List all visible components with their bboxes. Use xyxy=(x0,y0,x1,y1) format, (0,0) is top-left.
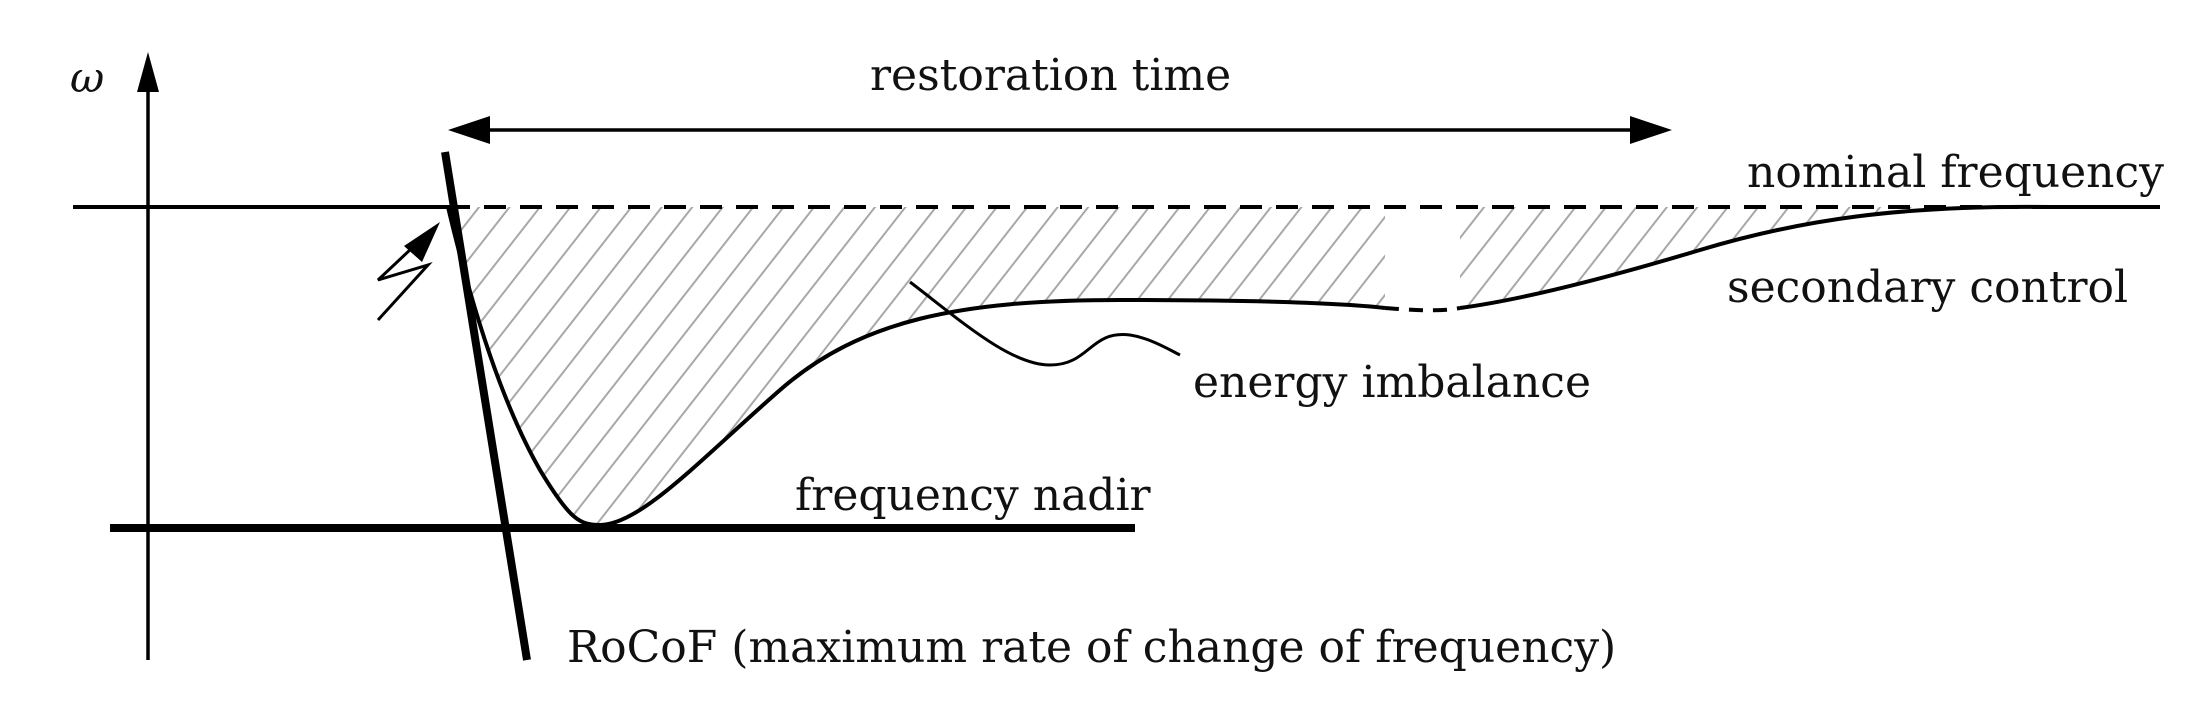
disturbance-lightning-icon xyxy=(376,246,433,322)
secondary-control-curve xyxy=(1459,204,2120,310)
energy-imbalance-area xyxy=(448,206,2120,525)
label-nominal-frequency: nominal frequency xyxy=(1747,147,2164,198)
label-energy-imbalance: energy imbalance xyxy=(1193,357,1591,408)
label-frequency-nadir: frequency nadir xyxy=(795,470,1152,521)
disturbance-arrowhead-icon xyxy=(404,222,440,262)
frequency-response-curve xyxy=(446,206,1386,528)
label-restoration-time: restoration time xyxy=(870,50,1231,101)
frequency-response-curve-dashed xyxy=(1384,306,1461,313)
axis-label-omega: ω xyxy=(70,53,104,102)
energy-imbalance-pointer xyxy=(909,280,1181,367)
label-secondary-control: secondary control xyxy=(1727,262,2128,313)
rocof-tangent-line xyxy=(441,151,531,661)
restoration-time-arrow-right-head xyxy=(1630,116,1672,144)
restoration-time-arrow-left-head xyxy=(448,116,490,144)
y-axis-arrowhead xyxy=(137,52,159,92)
label-rocof: RoCoF (maximum rate of change of frequen… xyxy=(567,622,1616,673)
